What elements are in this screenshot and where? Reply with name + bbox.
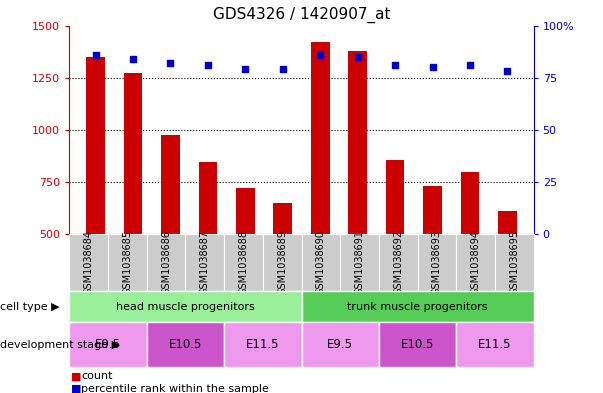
Text: percentile rank within the sample: percentile rank within the sample	[81, 384, 270, 393]
Bar	[461, 173, 479, 234]
Text: E11.5: E11.5	[478, 338, 512, 351]
Point	[353, 53, 362, 60]
Text: GSM1038691: GSM1038691	[355, 230, 365, 295]
Text: head muscle progenitors: head muscle progenitors	[116, 301, 255, 312]
Bar	[108, 234, 147, 291]
Bar	[386, 160, 405, 234]
Bar	[302, 291, 534, 322]
Bar	[161, 135, 180, 234]
Bar	[186, 234, 224, 291]
Text: count: count	[81, 371, 113, 382]
Text: E9.5: E9.5	[95, 338, 121, 351]
Bar	[69, 234, 108, 291]
Text: GSM1038693: GSM1038693	[432, 230, 442, 295]
Bar	[86, 57, 105, 234]
Bar	[263, 234, 302, 291]
Text: GSM1038695: GSM1038695	[510, 230, 519, 295]
Text: development stage ▶: development stage ▶	[0, 340, 120, 350]
Bar	[340, 234, 379, 291]
Text: GSM1038684: GSM1038684	[84, 230, 93, 295]
Bar	[302, 322, 379, 367]
Bar	[498, 211, 517, 234]
Bar	[417, 234, 456, 291]
Text: GSM1038689: GSM1038689	[277, 230, 287, 295]
Point	[203, 62, 213, 68]
Bar	[69, 322, 147, 367]
Text: E10.5: E10.5	[169, 338, 202, 351]
Point	[315, 51, 325, 58]
Text: E9.5: E9.5	[327, 338, 353, 351]
Bar	[495, 234, 534, 291]
Text: GSM1038690: GSM1038690	[316, 230, 326, 295]
Text: GSM1038685: GSM1038685	[122, 230, 133, 295]
Text: ■: ■	[71, 371, 81, 382]
Bar	[69, 291, 302, 322]
Point	[166, 60, 175, 66]
Bar	[198, 162, 217, 234]
Bar	[379, 234, 417, 291]
Point	[128, 56, 138, 62]
Bar	[379, 322, 456, 367]
Bar	[311, 42, 330, 234]
Text: GSM1038692: GSM1038692	[393, 230, 403, 295]
Bar	[124, 73, 142, 234]
Point	[241, 66, 250, 72]
Text: GSM1038688: GSM1038688	[238, 230, 248, 295]
Point	[278, 66, 288, 72]
Bar	[224, 234, 263, 291]
Text: E11.5: E11.5	[246, 338, 280, 351]
Point	[465, 62, 475, 68]
Title: GDS4326 / 1420907_at: GDS4326 / 1420907_at	[213, 7, 390, 23]
Text: ■: ■	[71, 384, 81, 393]
Bar	[224, 322, 302, 367]
Point	[390, 62, 400, 68]
Bar	[423, 186, 442, 234]
Text: GSM1038687: GSM1038687	[200, 230, 210, 295]
Bar	[236, 188, 254, 234]
Bar	[147, 234, 186, 291]
Bar	[147, 322, 224, 367]
Text: E10.5: E10.5	[401, 338, 434, 351]
Point	[90, 51, 100, 58]
Text: GSM1038694: GSM1038694	[470, 230, 481, 295]
Text: GSM1038686: GSM1038686	[161, 230, 171, 295]
Text: cell type ▶: cell type ▶	[0, 301, 60, 312]
Point	[428, 64, 437, 70]
Bar	[456, 322, 534, 367]
Bar	[456, 234, 495, 291]
Point	[503, 68, 513, 75]
Text: trunk muscle progenitors: trunk muscle progenitors	[347, 301, 488, 312]
Bar	[302, 234, 340, 291]
Bar	[349, 51, 367, 234]
Bar	[273, 202, 292, 234]
